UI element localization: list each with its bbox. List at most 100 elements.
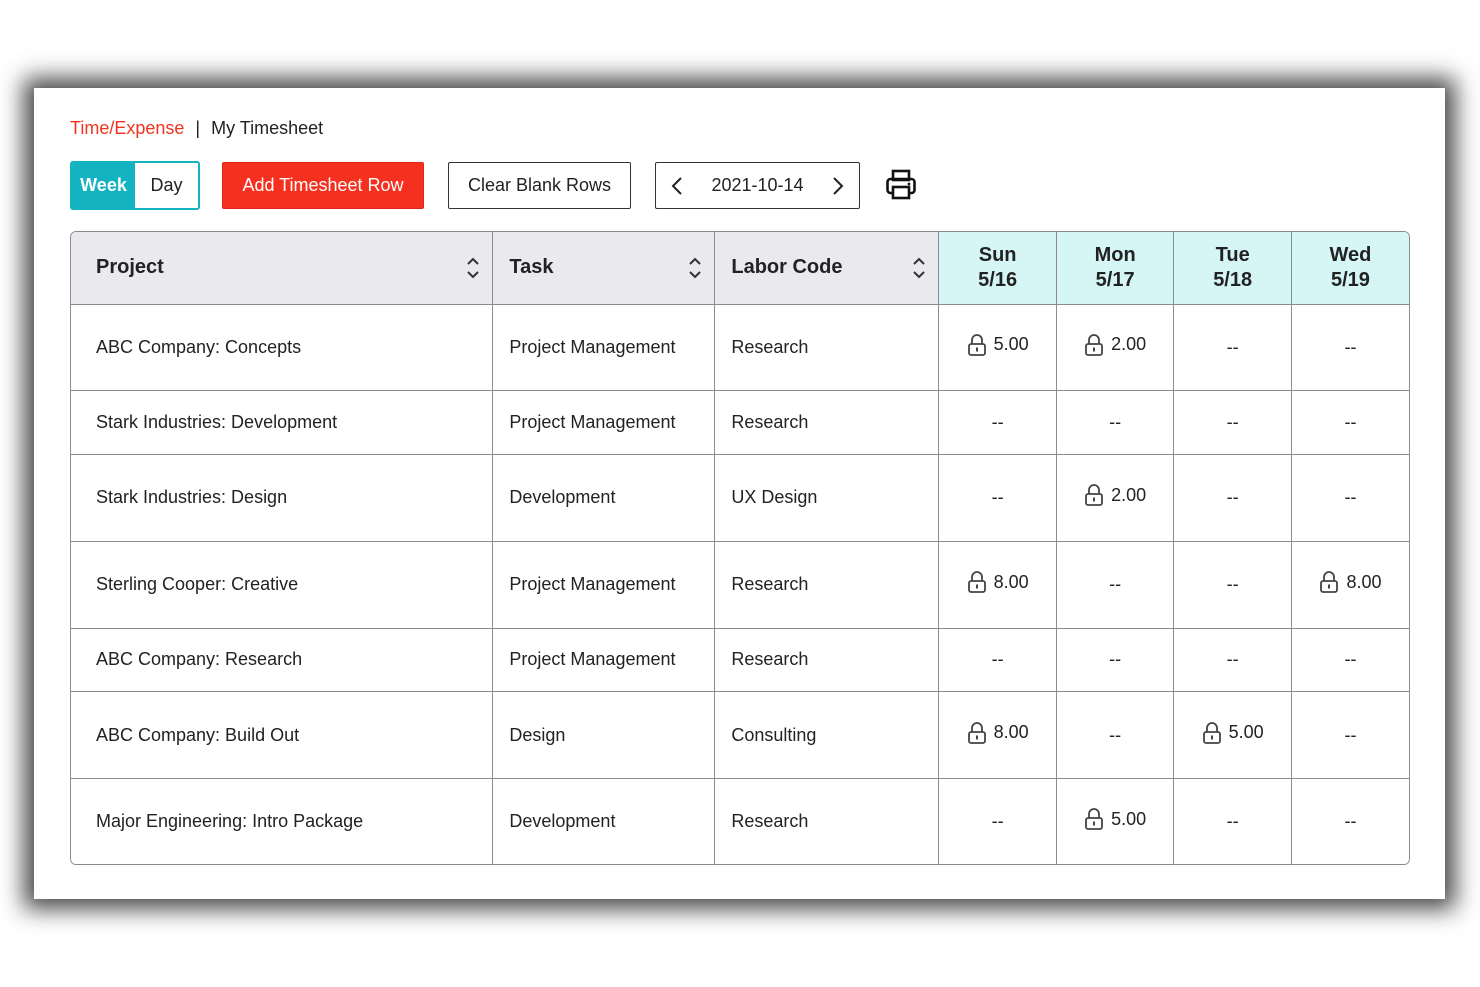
sort-icon[interactable] [466,255,480,281]
hours-cell[interactable]: -- [1055,390,1175,455]
hours-cell[interactable]: -- [1173,778,1292,864]
hours-cell[interactable]: 2.00 [1055,303,1175,392]
breadcrumb-time-expense-link[interactable]: Time/Expense [70,118,185,138]
labor-code-cell[interactable]: Consulting [714,691,940,780]
table-row[interactable]: ABC Company: Concepts Project Management R… [71,303,1409,392]
task-cell[interactable]: Development [492,778,716,864]
hours-cell[interactable]: 8.00 [938,540,1057,629]
lock-icon [1319,570,1339,594]
locked-hours: 5.00 [1202,721,1264,745]
project-cell[interactable]: Stark Industries: Development [71,390,494,455]
task-cell[interactable]: Project Management [492,540,716,629]
sort-icon[interactable] [912,255,926,281]
labor-code-cell[interactable]: Research [714,390,940,455]
labor-code-cell[interactable]: Research [714,778,940,864]
hours-cell[interactable]: -- [938,627,1057,693]
day-name: Wed [1329,243,1372,266]
hours-cell[interactable]: -- [1290,778,1409,864]
task-cell[interactable]: Project Management [492,390,716,455]
project-cell[interactable]: ABC Company: Research [71,627,494,693]
labor-code-cell[interactable]: Research [714,540,940,629]
hours-value: -- [991,811,1004,832]
hours-cell[interactable]: -- [938,390,1057,455]
hours-value: -- [1344,487,1357,508]
hours-cell[interactable]: 2.00 [1055,453,1175,542]
hours-cell[interactable]: -- [938,778,1057,864]
project-cell[interactable]: Sterling Cooper: Creative [71,540,494,629]
labor-code-cell[interactable]: Research [714,303,940,392]
printer-icon[interactable] [885,168,917,202]
previous-week-chevron-icon[interactable] [670,176,684,196]
day-view-button[interactable]: Day [135,163,198,208]
project-cell[interactable]: ABC Company: Build Out [71,691,494,780]
table-row[interactable]: Sterling Cooper: Creative Project Managem… [71,540,1409,629]
locked-hours: 2.00 [1084,333,1146,357]
project-column-header[interactable]: Project [71,232,494,305]
hours-cell[interactable]: -- [1055,540,1175,629]
hours-value: 2.00 [1111,484,1147,505]
day-column-header-wed: Wed 5/19 [1290,232,1409,305]
hours-cell[interactable]: -- [1290,453,1409,542]
task-cell[interactable]: Development [492,453,716,542]
hours-cell[interactable]: 5.00 [1173,691,1292,780]
table-row[interactable]: Major Engineering: Intro Package Developm… [71,778,1409,864]
hours-cell[interactable]: 8.00 [938,691,1057,780]
hours-cell[interactable]: -- [1173,540,1292,629]
hours-value: -- [1109,649,1122,670]
sort-icon[interactable] [688,255,702,281]
project-cell[interactable]: ABC Company: Concepts [71,303,494,392]
clear-blank-rows-button[interactable]: Clear Blank Rows [448,162,631,209]
timesheet-table: Project Task Labor Code [70,231,1410,865]
table-row[interactable]: ABC Company: Build Out Design Consulting 8.… [71,691,1409,780]
table-row[interactable]: ABC Company: Research Project Management R… [71,627,1409,693]
week-view-button[interactable]: Week [72,163,135,208]
hours-cell[interactable]: -- [1055,691,1175,780]
next-week-chevron-icon[interactable] [831,176,845,196]
hours-value: -- [1344,811,1357,832]
labor-code-column-header[interactable]: Labor Code [714,232,940,305]
hours-cell[interactable]: -- [1173,627,1292,693]
hours-value: 2.00 [1111,334,1147,355]
hours-cell[interactable]: 5.00 [1055,778,1175,864]
table-row[interactable]: Stark Industries: Development Project Man… [71,390,1409,455]
breadcrumb-separator: | [195,118,201,138]
hours-cell[interactable]: -- [1173,303,1292,392]
labor-code-cell[interactable]: UX Design [714,453,940,542]
day-date: 5/19 [1330,268,1370,291]
hours-value: -- [991,649,1004,670]
hours-cell[interactable]: -- [1290,303,1409,392]
hours-cell[interactable]: -- [1055,627,1175,693]
task-cell[interactable]: Project Management [492,627,716,693]
hours-cell[interactable]: -- [1290,627,1409,693]
locked-hours: 8.00 [967,721,1029,745]
hours-cell[interactable]: -- [1290,691,1409,780]
day-column-header-sun: Sun 5/16 [938,232,1057,305]
add-timesheet-row-button[interactable]: Add Timesheet Row [222,162,424,209]
lock-icon [1084,333,1104,357]
labor-code-cell[interactable]: Research [714,627,940,693]
breadcrumb: Time/Expense | My Timesheet [70,118,323,139]
table-row[interactable]: Stark Industries: Design Development UX De… [71,453,1409,542]
hours-cell[interactable]: -- [1173,390,1292,455]
hours-cell[interactable]: -- [938,453,1057,542]
lock-icon [967,333,987,357]
hours-value: -- [1344,724,1357,745]
task-cell[interactable]: Design [492,691,716,780]
task-cell[interactable]: Project Management [492,303,716,392]
hours-value: -- [1109,724,1122,745]
hours-value: 5.00 [1228,722,1264,743]
locked-hours: 8.00 [1319,570,1381,594]
hours-cell[interactable]: -- [1173,453,1292,542]
hours-value: 8.00 [993,571,1029,592]
project-header-label: Project [96,256,164,279]
hours-cell[interactable]: -- [1290,390,1409,455]
lock-icon [1202,721,1222,745]
hours-cell[interactable]: 5.00 [938,303,1057,392]
hours-cell[interactable]: 8.00 [1290,540,1409,629]
task-column-header[interactable]: Task [492,232,716,305]
project-cell[interactable]: Stark Industries: Design [71,453,494,542]
project-cell[interactable]: Major Engineering: Intro Package [71,778,494,864]
day-name: Sun [978,243,1017,266]
hours-value: -- [1109,412,1122,433]
current-date[interactable]: 2021-10-14 [711,175,804,195]
